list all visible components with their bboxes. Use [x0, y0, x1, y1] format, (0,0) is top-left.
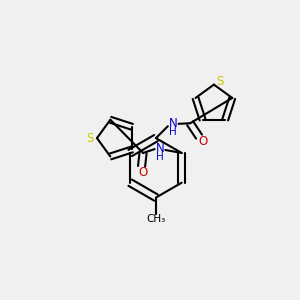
Text: O: O	[199, 136, 208, 148]
Text: O: O	[138, 167, 148, 179]
Text: H: H	[156, 152, 164, 161]
Text: H: H	[169, 127, 177, 136]
Text: S: S	[87, 132, 94, 145]
Text: N: N	[169, 117, 178, 130]
Text: CH₃: CH₃	[146, 214, 166, 224]
Text: S: S	[216, 75, 224, 88]
Text: N: N	[156, 142, 164, 155]
